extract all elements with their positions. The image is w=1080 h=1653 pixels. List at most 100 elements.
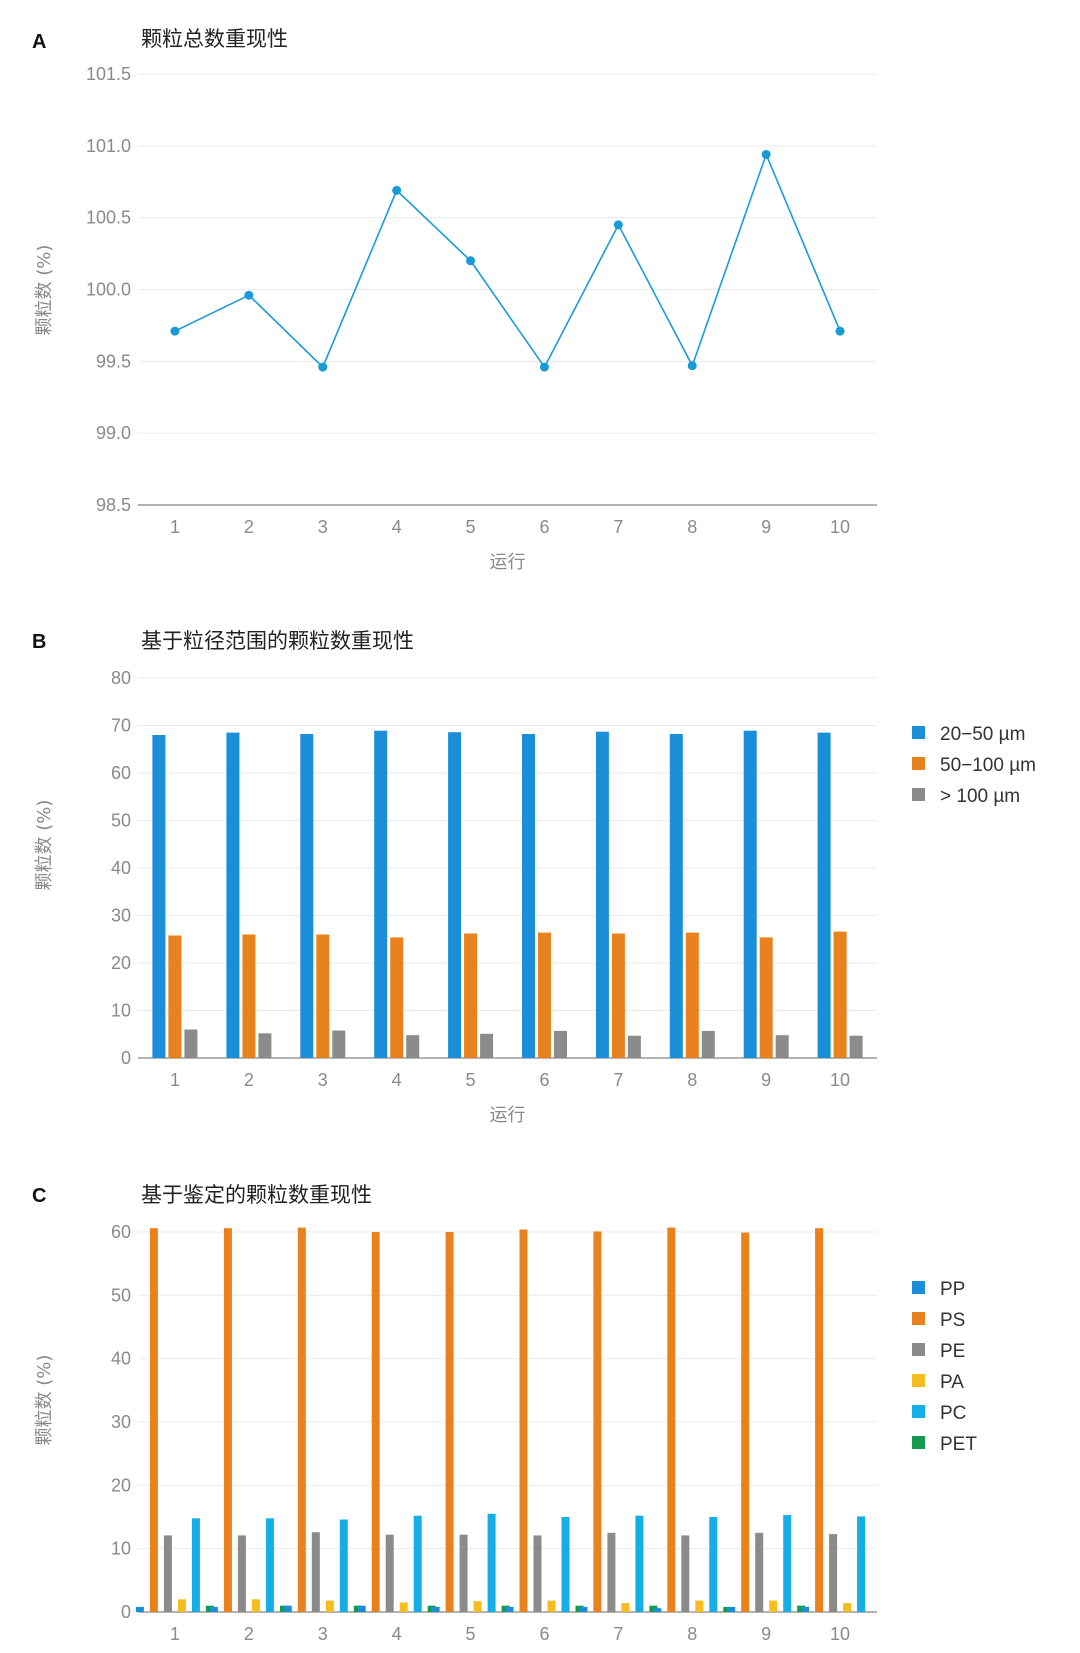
y-tick-label: 20 xyxy=(111,953,131,973)
y-tick-label: 20 xyxy=(111,1475,131,1495)
y-tick-label: 100.0 xyxy=(86,280,131,300)
bar xyxy=(801,1606,810,1612)
bar xyxy=(815,1228,824,1612)
legend-label: > 100 µm xyxy=(940,786,1020,807)
data-point xyxy=(835,326,845,336)
bar xyxy=(593,1231,602,1612)
data-point xyxy=(761,149,771,159)
bar xyxy=(448,732,462,1058)
legend-label: PC xyxy=(940,1403,966,1424)
y-tick-label: 100.5 xyxy=(86,208,131,228)
bar xyxy=(727,1606,736,1612)
bar xyxy=(135,1606,144,1612)
x-tick-label: 1 xyxy=(170,517,180,537)
bar xyxy=(325,1600,334,1612)
bar xyxy=(459,1534,468,1612)
x-tick-label: 6 xyxy=(539,1070,549,1090)
legend-label: PE xyxy=(940,1341,965,1362)
chart-c: C 基于鉴定的颗粒数重现性 0 10 20 30 40 50 60 1 2 3 4 5 6 7 8 9 10 颗粒数 … xyxy=(32,1183,977,1644)
bar xyxy=(775,1035,789,1058)
legend-label: 20−50 µm xyxy=(940,724,1025,745)
panel-letter: B xyxy=(32,631,46,653)
x-tick-label: 7 xyxy=(613,1070,623,1090)
bar xyxy=(242,934,256,1058)
bar xyxy=(226,732,240,1058)
y-tick-label: 60 xyxy=(111,763,131,783)
bar xyxy=(191,1518,200,1612)
x-tick-label: 4 xyxy=(392,1070,402,1090)
bar xyxy=(316,934,330,1058)
x-tick-label: 4 xyxy=(392,517,402,537)
bar xyxy=(579,1606,588,1612)
x-tick-label: 9 xyxy=(761,1624,771,1644)
bar xyxy=(547,1600,556,1612)
x-tick-label: 9 xyxy=(761,517,771,537)
panel-letter: C xyxy=(32,1185,46,1207)
bar xyxy=(413,1515,422,1612)
bar xyxy=(538,932,551,1058)
bar xyxy=(149,1228,158,1612)
x-tick-label: 1 xyxy=(170,1624,180,1644)
x-tick-label: 5 xyxy=(466,517,476,537)
x-tick-label: 6 xyxy=(539,1624,549,1644)
bar xyxy=(695,1600,704,1612)
legend-swatch xyxy=(912,1436,925,1449)
chart-title: 基于鉴定的颗粒数重现性 xyxy=(141,1183,372,1207)
legend-swatch xyxy=(912,757,925,770)
bar xyxy=(681,1535,690,1612)
bar xyxy=(769,1600,778,1612)
bar xyxy=(209,1606,218,1612)
x-tick-label: 10 xyxy=(830,1624,850,1644)
bar xyxy=(701,1030,715,1058)
x-tick-label: 1 xyxy=(170,1070,180,1090)
y-tick-label: 99.5 xyxy=(96,351,131,371)
bar xyxy=(667,1227,676,1612)
bar xyxy=(519,1229,528,1612)
bar xyxy=(339,1519,348,1612)
bar xyxy=(258,1033,272,1058)
bar xyxy=(371,1232,380,1612)
bar xyxy=(743,730,757,1058)
legend: PP PS PE PA PC PET xyxy=(912,1279,977,1455)
bar xyxy=(522,734,535,1058)
y-axis-label: 颗粒数 (%) xyxy=(34,1355,55,1446)
x-tick-label: 3 xyxy=(318,1070,328,1090)
bar xyxy=(445,1232,454,1612)
legend-label: PS xyxy=(940,1310,965,1331)
legend-label: PA xyxy=(940,1372,964,1393)
x-tick-label: 4 xyxy=(392,1624,402,1644)
bar xyxy=(374,730,388,1058)
bar xyxy=(311,1532,320,1612)
y-axis-label: 颗粒数 (%) xyxy=(34,800,55,891)
bar xyxy=(237,1535,246,1612)
legend-swatch xyxy=(912,1312,925,1325)
bar xyxy=(223,1228,232,1612)
legend-label: 50−100 µm xyxy=(940,755,1036,776)
y-tick-label: 10 xyxy=(111,1539,131,1559)
chart-title: 基于粒径范围的颗粒数重现性 xyxy=(141,629,414,653)
bar xyxy=(653,1608,662,1612)
x-axis-label: 运行 xyxy=(490,552,526,573)
bar xyxy=(829,1534,838,1612)
bar xyxy=(635,1515,644,1612)
bar xyxy=(755,1532,764,1612)
bar xyxy=(300,734,314,1058)
bar xyxy=(741,1232,750,1612)
bar xyxy=(464,933,478,1058)
x-tick-label: 7 xyxy=(613,1624,623,1644)
x-tick-label: 5 xyxy=(466,1070,476,1090)
x-tick-label: 10 xyxy=(830,517,850,537)
x-tick-label: 2 xyxy=(244,1070,254,1090)
bar xyxy=(533,1535,542,1612)
bar xyxy=(399,1602,408,1612)
legend-swatch xyxy=(912,1343,925,1356)
bar xyxy=(554,1030,567,1058)
x-axis-label: 运行 xyxy=(490,1105,526,1126)
legend: 20−50 µm 50−100 µm > 100 µm xyxy=(912,724,1036,807)
bar xyxy=(390,937,404,1058)
bar xyxy=(332,1030,346,1058)
x-tick-label: 2 xyxy=(244,517,254,537)
bar xyxy=(168,935,182,1058)
y-tick-label: 0 xyxy=(121,1602,131,1622)
